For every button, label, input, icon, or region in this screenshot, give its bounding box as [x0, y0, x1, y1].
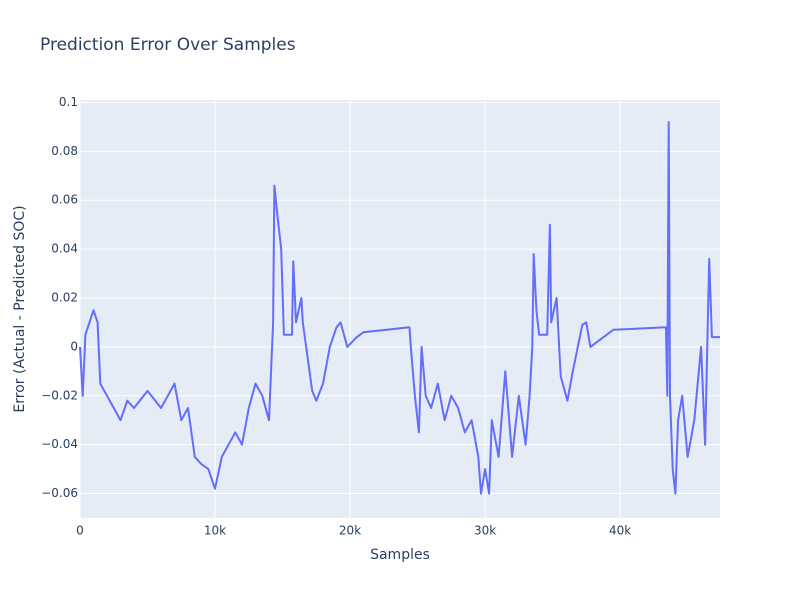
- y-axis-title: Error (Actual - Predicted SOC): [12, 205, 28, 412]
- x-tick-label: 30k: [474, 524, 496, 538]
- x-tick-label: 40k: [609, 524, 631, 538]
- series-line: [79, 121, 720, 495]
- y-tick-label: 0.08: [51, 144, 78, 158]
- x-axis-title: Samples: [370, 547, 430, 563]
- x-tick-label: 0: [76, 524, 84, 538]
- x-tick-label: 10k: [204, 524, 226, 538]
- y-tick-label: 0: [70, 339, 78, 353]
- y-tick-label: −0.02: [41, 388, 78, 402]
- chart-title: Prediction Error Over Samples: [40, 35, 296, 55]
- y-tick-label: 0.04: [51, 242, 78, 256]
- y-tick-label: −0.06: [41, 486, 78, 500]
- y-tick-label: −0.04: [41, 437, 78, 451]
- x-tick-label: 20k: [339, 524, 361, 538]
- y-tick-label: 0.1: [59, 95, 78, 109]
- y-tick-label: 0.06: [51, 193, 78, 207]
- y-tick-label: 0.02: [51, 291, 78, 305]
- plot-area: [80, 100, 720, 518]
